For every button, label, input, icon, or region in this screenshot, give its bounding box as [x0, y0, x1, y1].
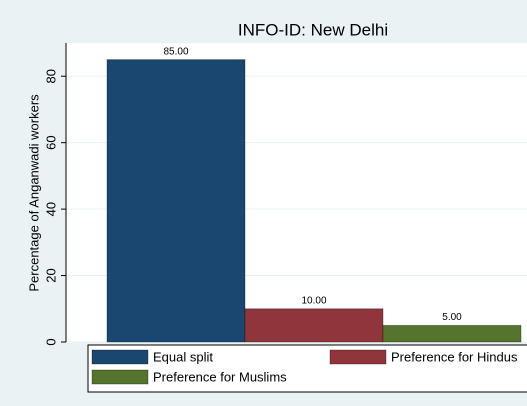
chart-title: INFO-ID: New Delhi	[238, 20, 388, 39]
y-tick-label: 40	[43, 202, 58, 216]
data-label: 5.00	[442, 312, 462, 323]
bar	[244, 308, 384, 343]
y-axis-label: Percentage of Anganwadi workers	[26, 94, 41, 292]
data-label: 85.00	[163, 46, 188, 57]
legend-label: Equal split	[153, 349, 213, 364]
legend-key	[91, 349, 149, 365]
y-tick-label: 60	[43, 135, 58, 149]
bar	[382, 324, 522, 343]
legend-label: Preference for Muslims	[153, 369, 287, 384]
bar	[106, 59, 246, 343]
legend-label: Preference for Hindus	[391, 349, 518, 364]
legend-key	[329, 349, 387, 365]
legend-key	[91, 369, 149, 385]
y-tick-label: 0	[43, 338, 58, 345]
legend-box	[87, 344, 527, 393]
data-label: 10.00	[301, 295, 326, 306]
y-tick-label: 80	[43, 69, 58, 83]
y-tick-label: 20	[43, 268, 58, 282]
